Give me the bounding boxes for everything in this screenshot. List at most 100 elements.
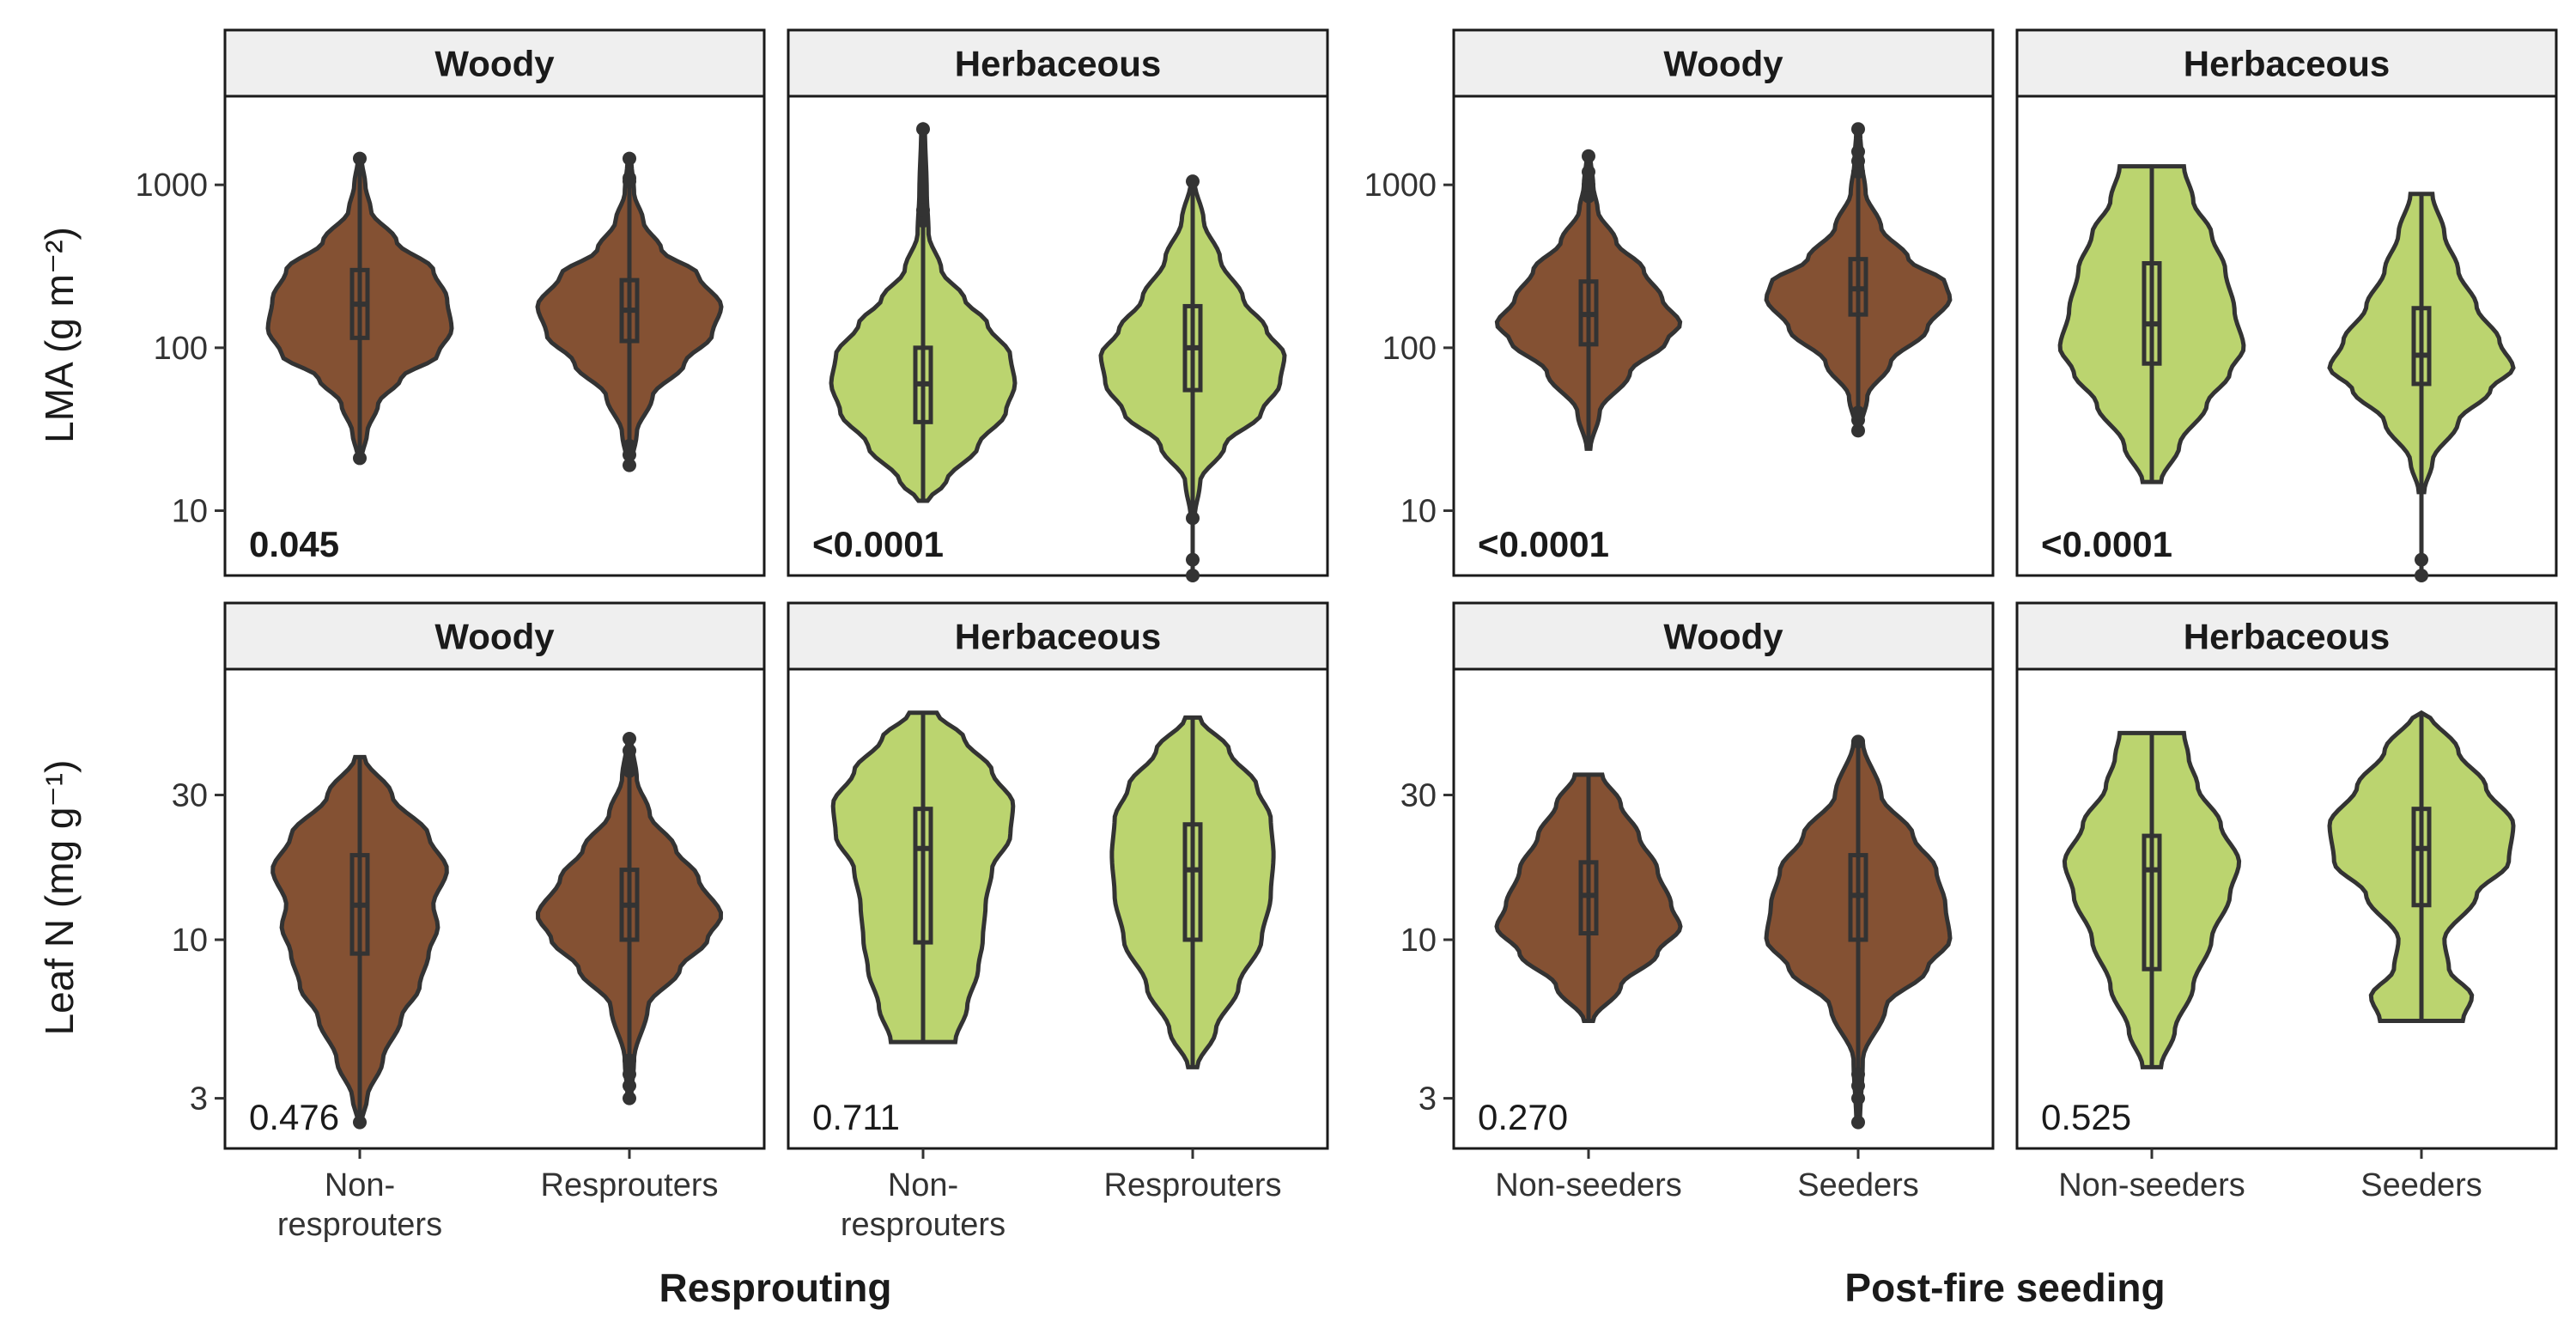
outlier-point <box>623 731 636 746</box>
box-iqr <box>2411 306 2432 387</box>
outlier-point <box>623 1078 636 1093</box>
outlier-point <box>623 151 636 166</box>
outlier-point <box>1582 165 1595 180</box>
outlier-point <box>353 151 367 166</box>
facet-strip-label: Herbaceous <box>2184 617 2390 657</box>
facet-strip <box>2015 601 2558 671</box>
y-axis-label-lma: LMA (g m⁻²) <box>37 227 82 443</box>
panel-woody-6: Woody 3 10 30 Non-seeders Seeders 0.270 <box>1400 601 1995 1203</box>
x-axis-title-post-fire-seeding: Post-fire seeding <box>1844 1265 2165 1310</box>
x-tick-label: Seeders <box>2360 1167 2482 1203</box>
outlier-point <box>1851 1078 1865 1093</box>
outlier-point <box>623 764 636 778</box>
axes-layer: LMA (g m⁻²) Leaf N (mg g⁻¹) Resprouting … <box>37 227 2166 1310</box>
x-tick-label: Non-seeders <box>1495 1167 1682 1203</box>
box-iqr <box>1182 822 1203 942</box>
panel-woody-4: Woody 3 10 30 Non-resprouters Resprouters 0.47… <box>172 601 766 1243</box>
outlier-point <box>2415 569 2428 582</box>
facet-strip-label: Woody <box>434 617 555 657</box>
p-value-label: 0.045 <box>249 524 339 564</box>
box-iqr <box>2142 261 2162 366</box>
y-tick-label: 3 <box>190 1081 208 1118</box>
outlier-point <box>1186 569 1200 582</box>
y-tick-label: 10 <box>1400 923 1437 959</box>
outlier-point <box>623 753 636 768</box>
outlier-point <box>1851 405 1865 420</box>
outlier-point <box>1582 178 1595 192</box>
panels-layer: Woody1010010000.045Herbaceous<0.0001Wood… <box>135 28 2558 1243</box>
p-value-label: 0.711 <box>812 1097 900 1137</box>
outlier-point <box>623 171 636 186</box>
x-tick-label: Resprouters <box>1104 1167 1282 1203</box>
panel-woody-2: Woody 10 100 1000 <0.0001 <box>1364 28 1995 577</box>
outlier-point <box>916 214 930 228</box>
outlier-point <box>1186 511 1200 526</box>
y-tick-label: 100 <box>1382 331 1437 367</box>
facet-strip-label: Herbaceous <box>955 617 1161 657</box>
facet-strip-label: Woody <box>1663 44 1783 84</box>
box-iqr <box>2142 833 2162 971</box>
x-tick-label: Non-resprouters <box>841 1167 1005 1243</box>
outlier-point <box>1851 423 1865 438</box>
y-axis-label-leaf-n: Leaf N (mg g⁻¹) <box>37 760 82 1036</box>
facet-strip <box>2015 28 2558 98</box>
x-axis-title-resprouting: Resprouting <box>659 1265 892 1310</box>
outlier-point <box>623 1067 636 1081</box>
y-tick-label: 30 <box>172 778 208 814</box>
p-value-label: <0.0001 <box>812 524 944 564</box>
outlier-point <box>2415 552 2428 567</box>
panel-herbaceous-7: Herbaceous Non-seeders Seeders 0.525 <box>2015 601 2558 1203</box>
panel-herbaceous-3: Herbaceous <0.0001 <box>2015 28 2558 582</box>
x-tick-label: Seeders <box>1797 1167 1919 1203</box>
outlier-point <box>1186 552 1200 567</box>
outlier-point <box>1582 149 1595 163</box>
x-tick-label: Non-resprouters <box>277 1167 442 1243</box>
y-tick-label: 10 <box>172 923 208 959</box>
x-tick-label: Resprouters <box>541 1167 719 1203</box>
y-tick-label: 10 <box>1400 494 1437 530</box>
y-tick-label: 1000 <box>1364 168 1437 204</box>
panel-herbaceous-1: Herbaceous <0.0001 <box>787 28 1329 582</box>
p-value-label: 0.270 <box>1478 1097 1568 1137</box>
outlier-point <box>1851 165 1865 180</box>
outlier-point <box>1851 154 1865 168</box>
p-value-label: 0.525 <box>2041 1097 2131 1137</box>
outlier-point <box>1851 1115 1865 1130</box>
p-value-label: 0.476 <box>249 1097 339 1137</box>
outlier-point <box>1851 734 1865 749</box>
facet-strip-label: Herbaceous <box>955 44 1161 84</box>
y-tick-label: 100 <box>154 331 208 367</box>
outlier-point <box>1186 174 1200 189</box>
outlier-point <box>1851 144 1865 159</box>
y-tick-label: 3 <box>1419 1081 1437 1118</box>
outlier-point <box>1582 189 1595 204</box>
outlier-point <box>916 203 930 217</box>
facet-strip-label: Woody <box>434 44 555 84</box>
box-iqr <box>2411 807 2432 908</box>
outlier-point <box>1851 122 1865 137</box>
y-tick-label: 1000 <box>135 168 208 204</box>
facet-strip <box>1452 601 1995 671</box>
outlier-point <box>623 458 636 472</box>
outlier-point <box>353 1115 367 1130</box>
outlier-point <box>623 1053 636 1068</box>
p-value-label: <0.0001 <box>1478 524 1609 564</box>
y-tick-label: 10 <box>172 494 208 530</box>
outlier-point <box>623 439 636 454</box>
panel-woody-0: Woody 10 100 1000 0.045 <box>135 28 766 577</box>
facet-strip-label: Woody <box>1663 617 1783 657</box>
box-iqr <box>913 807 933 945</box>
outlier-point <box>1851 1067 1865 1081</box>
facet-strip <box>223 28 766 98</box>
outlier-point <box>623 1091 636 1106</box>
facet-strip <box>787 601 1329 671</box>
outlier-point <box>1851 1091 1865 1106</box>
facet-strip-label: Herbaceous <box>2184 44 2390 84</box>
outlier-point <box>623 743 636 758</box>
y-tick-label: 30 <box>1400 778 1437 814</box>
p-value-label: <0.0001 <box>2041 524 2172 564</box>
outlier-point <box>916 122 930 137</box>
panel-herbaceous-5: Herbaceous Non-resprouters Resprouters 0.71… <box>787 601 1329 1243</box>
outlier-point <box>353 451 367 466</box>
